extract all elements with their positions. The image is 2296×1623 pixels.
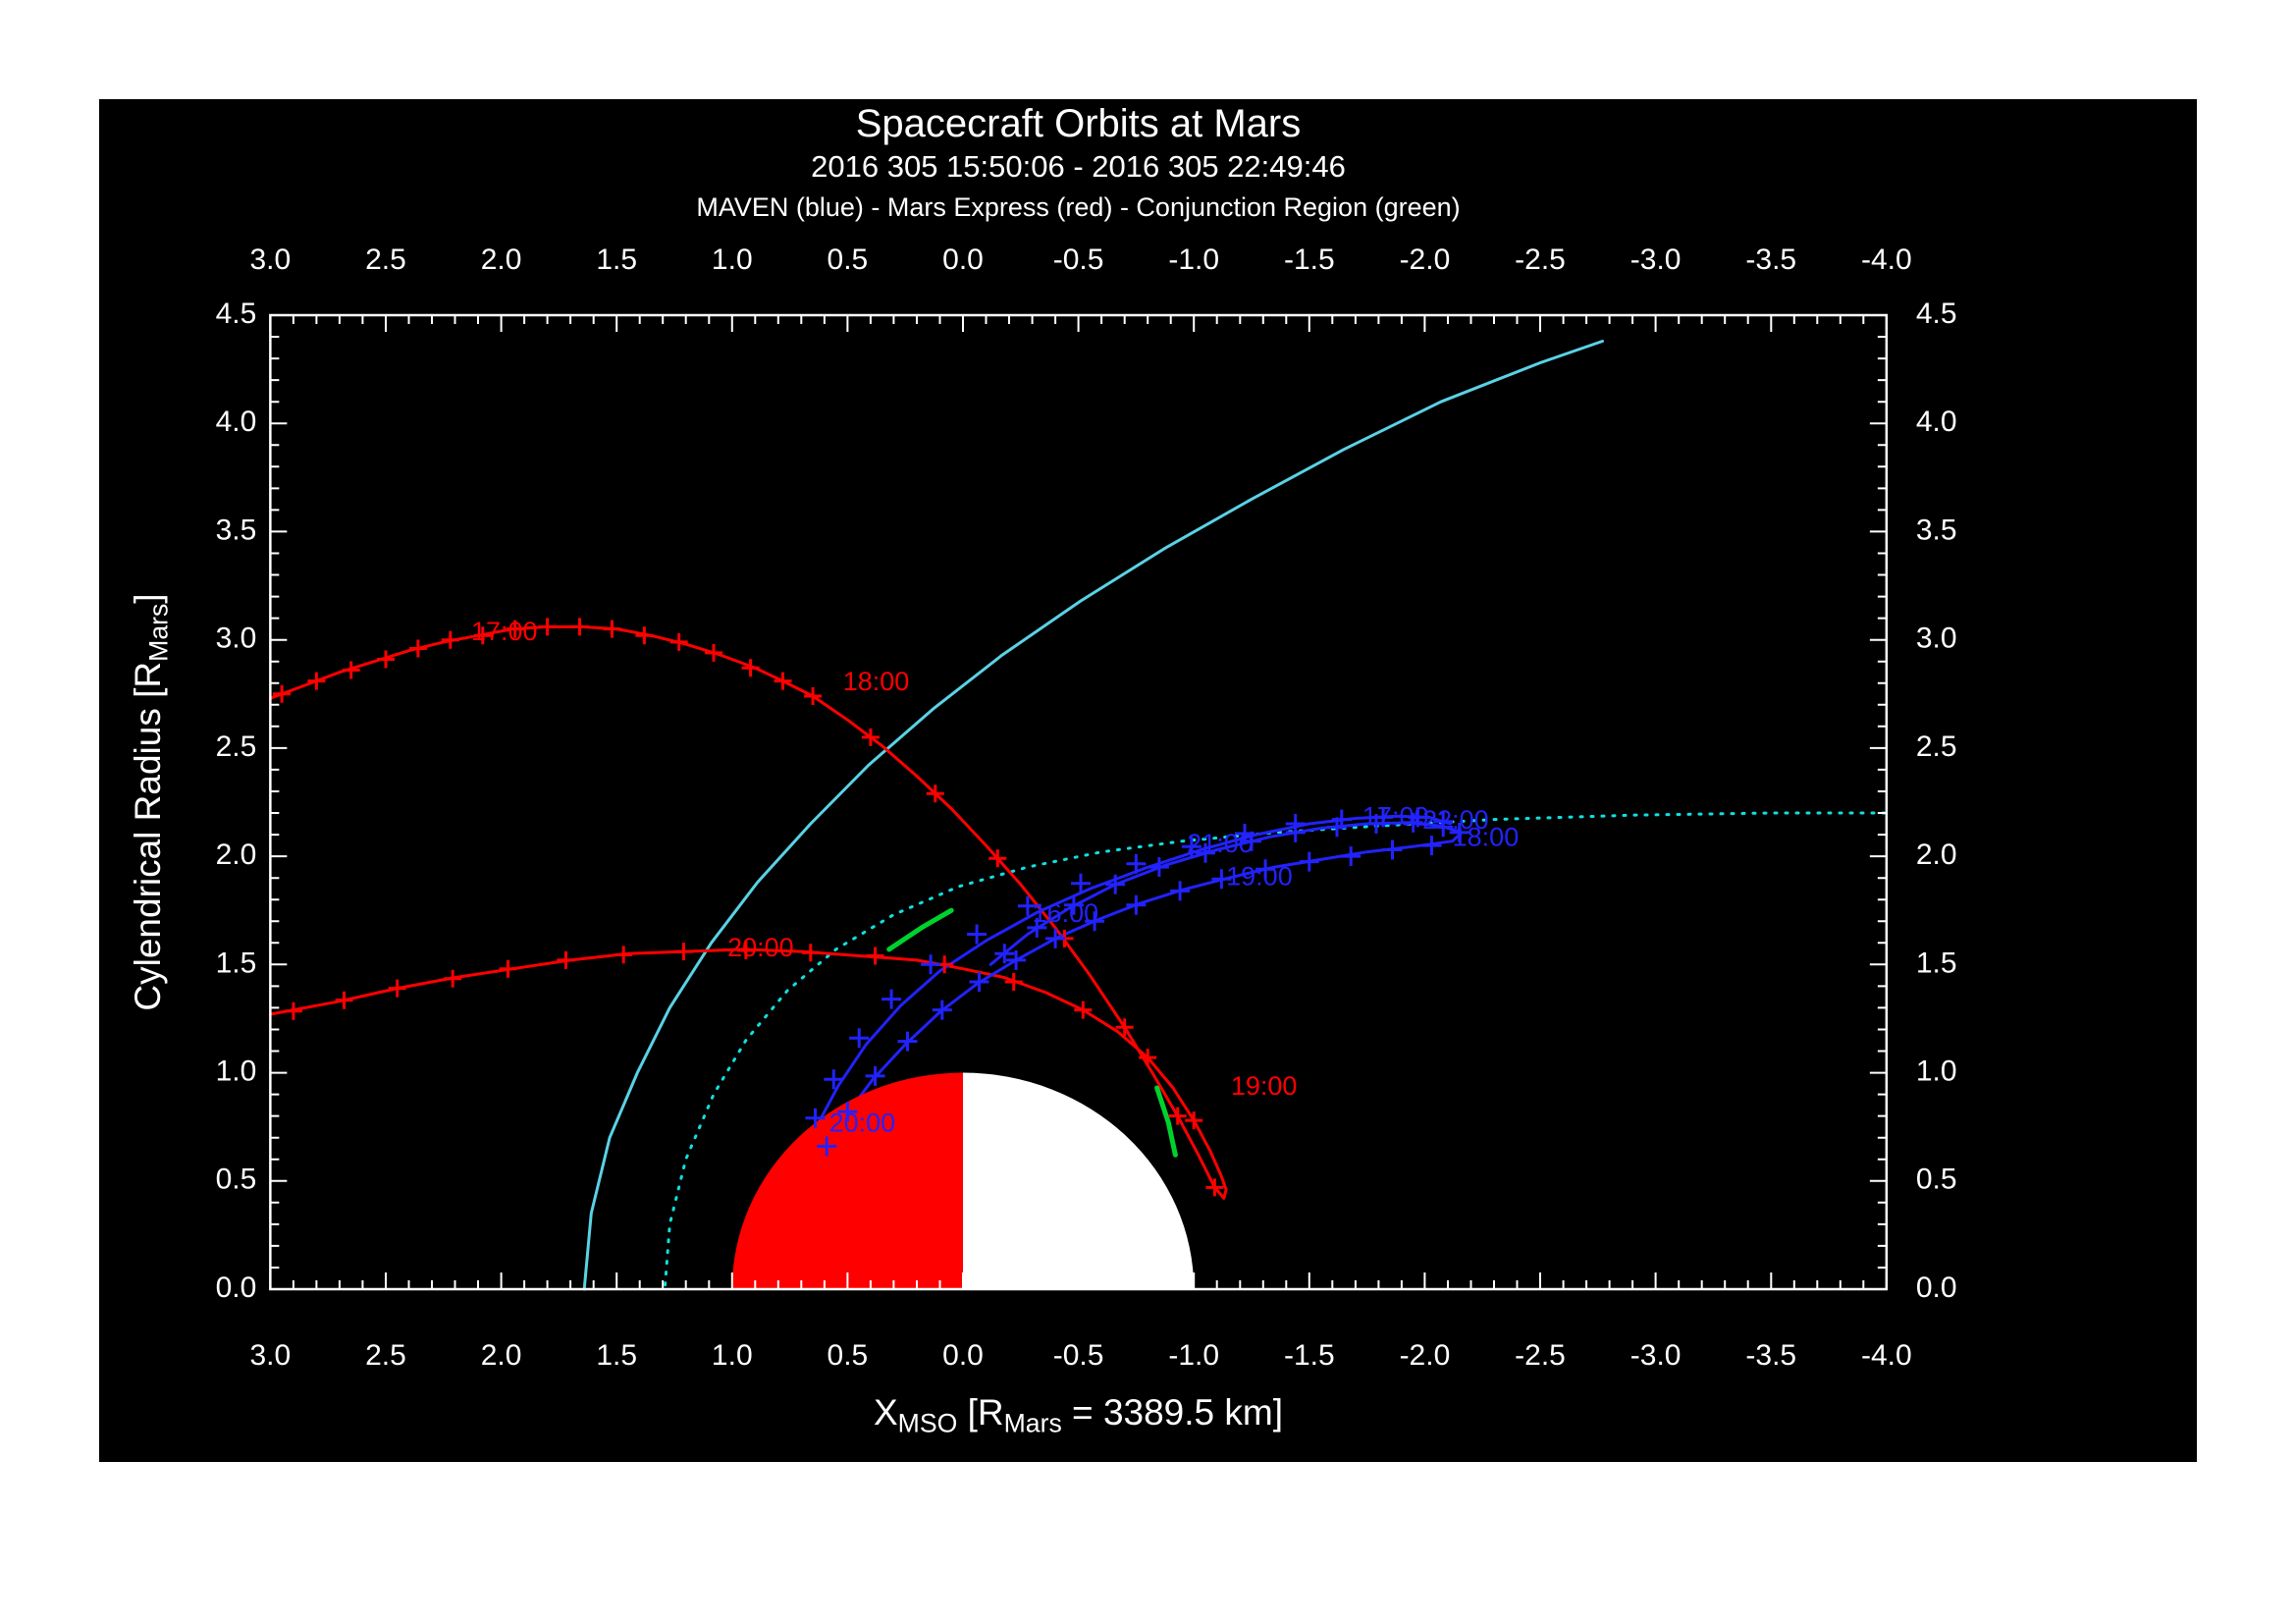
mars-dayside: [731, 1072, 963, 1289]
time-label: 21:00: [1187, 829, 1254, 858]
y-tick-label-left: 1.5: [216, 947, 257, 979]
x-axis-label-bracket: [R: [957, 1392, 1004, 1433]
y-tick-label-left: 4.0: [216, 406, 257, 438]
y-tick-label-right: 3.5: [1916, 514, 1957, 546]
time-labels: 17:00 18:00 19:00 20:00 16:00 19:00 21:00 17:00…: [471, 617, 1519, 1137]
x-tick-label-bottom: -3.0: [1630, 1339, 1682, 1372]
y-tick-label-left: 3.0: [216, 622, 257, 655]
x-tick-label-bottom: -1.5: [1284, 1339, 1335, 1372]
y-axis-label: Cylendrical Radius [RMars]: [128, 508, 174, 1097]
y-tick-label-right: 2.5: [1916, 730, 1957, 763]
x-tick-label-top: 2.0: [481, 243, 522, 276]
mars-express-markers: [273, 618, 1224, 1197]
x-tick-label-top: -3.0: [1630, 243, 1682, 276]
y-tick-label-right: 2.0: [1916, 839, 1957, 871]
time-label: 19:00: [1226, 861, 1293, 891]
x-axis-label-sub-mso: MSO: [897, 1408, 958, 1438]
y-axis-label-main: Cylendrical Radius [R: [128, 661, 168, 1011]
x-tick-label-bottom: 2.5: [365, 1339, 406, 1372]
x-tick-label-bottom: 2.0: [481, 1339, 522, 1372]
x-axis-label: XMSO [RMars = 3389.5 km]: [268, 1392, 1889, 1438]
x-tick-label-bottom: 1.5: [596, 1339, 637, 1372]
x-tick-label-bottom: 1.0: [712, 1339, 753, 1372]
plot-title: Spacecraft Orbits at Mars: [855, 102, 1302, 145]
x-axis-label-main: X: [873, 1392, 898, 1433]
x-tick-label-bottom: -4.0: [1861, 1339, 1912, 1372]
x-tick-label-top: 3.0: [249, 243, 291, 276]
x-tick-label-bottom: 3.0: [249, 1339, 291, 1372]
x-tick-label-top: -1.0: [1168, 243, 1219, 276]
tick-labels: 3.0 3.0 2.5 2.5 2.0 2.0 1.5 1.5 1.0 1.0 0.5 0.5 0.0 0…: [216, 243, 1957, 1372]
y-tick-label-right: 3.0: [1916, 622, 1957, 655]
time-label: 16:00: [1033, 898, 1099, 928]
time-label: 17:00: [1362, 802, 1429, 832]
y-tick-label-right: 0.0: [1916, 1271, 1957, 1304]
time-label: 22:00: [1422, 805, 1489, 835]
plot-time-range: 2016 305 15:50:06 - 2016 305 22:49:46: [811, 149, 1346, 184]
x-tick-label-top: 2.5: [365, 243, 406, 276]
y-axis-label-sub-mars: Mars: [143, 603, 174, 662]
axis-ticks: [269, 314, 1888, 1290]
x-axis-label-sub-mars: Mars: [1003, 1408, 1062, 1438]
x-tick-label-top: -0.5: [1053, 243, 1104, 276]
y-tick-label-right: 1.0: [1916, 1055, 1957, 1087]
time-label: 19:00: [1231, 1071, 1298, 1101]
x-tick-label-top: -2.5: [1515, 243, 1566, 276]
tick-marks: [269, 314, 1888, 1290]
x-tick-label-bottom: -0.5: [1053, 1339, 1104, 1372]
mpb-curve: [664, 811, 1889, 1287]
y-tick-label-left: 1.0: [216, 1055, 257, 1087]
time-label: 18:00: [843, 667, 910, 696]
x-tick-label-bottom: -1.0: [1168, 1339, 1219, 1372]
x-tick-label-bottom: -3.5: [1745, 1339, 1796, 1372]
maven-trajectory: [806, 814, 1464, 1178]
x-tick-label-top: -2.0: [1400, 243, 1451, 276]
y-tick-label-right: 0.5: [1916, 1163, 1957, 1196]
x-tick-label-top: 1.0: [712, 243, 753, 276]
x-tick-label-top: 0.0: [942, 243, 984, 276]
time-label: 20:00: [727, 933, 794, 962]
y-tick-label-left: 4.5: [216, 298, 257, 330]
y-tick-label-right: 1.5: [1916, 947, 1957, 979]
x-tick-label-bottom: -2.5: [1515, 1339, 1566, 1372]
y-tick-label-left: 2.5: [216, 730, 257, 763]
conjunction-segment-b: [1154, 1085, 1178, 1158]
plot-legend-text: MAVEN (blue) - Mars Express (red) - Conj…: [696, 192, 1461, 222]
time-label: 20:00: [829, 1109, 896, 1138]
time-label: 18:00: [1453, 823, 1520, 852]
x-axis-label-rest: = 3389.5 km]: [1061, 1392, 1283, 1433]
time-label: 17:00: [471, 617, 538, 646]
maven-markers: [805, 807, 1469, 1157]
bow-shock-curve: [582, 340, 1604, 1291]
mars-nightside: [963, 1072, 1195, 1289]
x-tick-label-bottom: 0.5: [828, 1339, 869, 1372]
x-tick-label-top: -4.0: [1861, 243, 1912, 276]
y-axis-label-close: ]: [128, 593, 168, 604]
mars-disk: [731, 1072, 1195, 1289]
conjunction-segment-a: [886, 907, 954, 952]
x-tick-label-bottom: -2.0: [1400, 1339, 1451, 1372]
trajectory-markers: [273, 618, 1469, 1197]
x-tick-label-top: -3.5: [1745, 243, 1796, 276]
y-tick-label-left: 0.0: [216, 1271, 257, 1304]
x-tick-label-top: 1.5: [596, 243, 637, 276]
y-tick-label-left: 3.5: [216, 514, 257, 546]
y-tick-label-left: 2.0: [216, 839, 257, 871]
x-tick-label-top: -1.5: [1284, 243, 1335, 276]
x-tick-label-bottom: 0.0: [942, 1339, 984, 1372]
x-tick-label-top: 0.5: [828, 243, 869, 276]
y-tick-label-right: 4.5: [1916, 298, 1957, 330]
y-tick-label-right: 4.0: [1916, 406, 1957, 438]
y-tick-label-left: 0.5: [216, 1163, 257, 1196]
